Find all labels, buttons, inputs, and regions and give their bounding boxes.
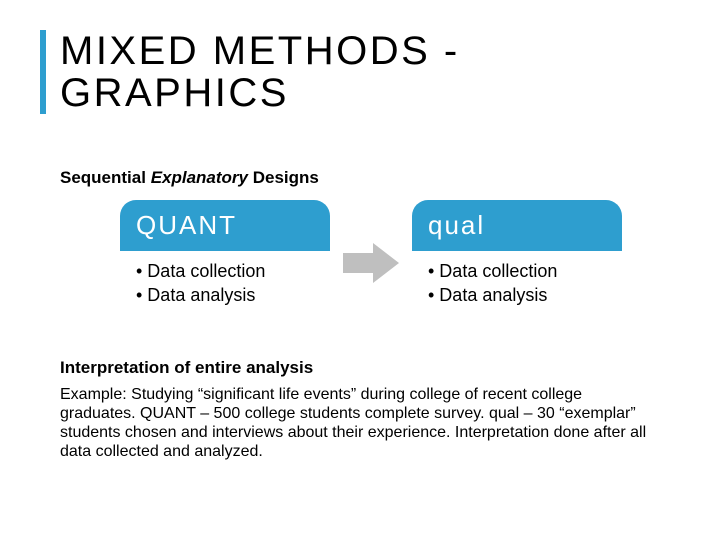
title-line-1: MIXED METHODS - (60, 29, 460, 73)
flow-box-bullet: • Data analysis (136, 285, 314, 307)
flow-diagram: QUANT • Data collection • Data analysis … (120, 200, 622, 326)
flow-box-quant: QUANT • Data collection • Data analysis (120, 200, 330, 326)
flow-box-header: QUANT (120, 200, 330, 251)
flow-box-bullet: • Data analysis (428, 285, 606, 307)
flow-box-bullet: • Data collection (136, 261, 314, 283)
subtitle-suffix: Designs (248, 168, 319, 187)
slide-title: MIXED METHODS - GRAPHICS (40, 30, 460, 114)
flow-box-bullet: • Data collection (428, 261, 606, 283)
title-accent-bar (40, 30, 46, 114)
flow-box-body: • Data collection • Data analysis (412, 251, 622, 326)
interpretation-heading: Interpretation of entire analysis (60, 358, 313, 378)
subtitle: Sequential Explanatory Designs (60, 168, 319, 188)
title-line-2: GRAPHICS (60, 71, 289, 115)
arrow-icon (336, 238, 406, 288)
subtitle-italic: Explanatory (151, 168, 248, 187)
example-paragraph: Example: Studying “significant life even… (60, 386, 660, 462)
flow-box-body: • Data collection • Data analysis (120, 251, 330, 326)
subtitle-prefix: Sequential (60, 168, 151, 187)
title-text: MIXED METHODS - GRAPHICS (60, 30, 460, 114)
flow-box-header: qual (412, 200, 622, 251)
flow-box-qual: qual • Data collection • Data analysis (412, 200, 622, 326)
